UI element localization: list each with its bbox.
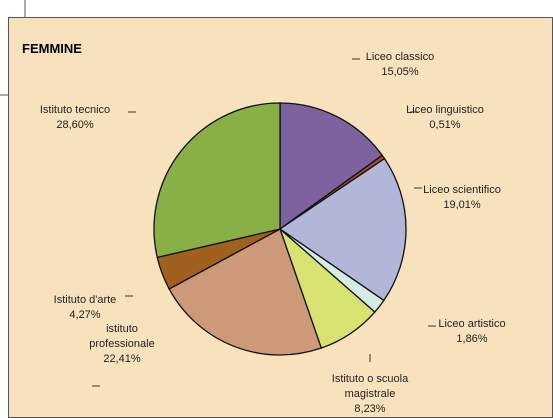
value-label: 4,27%	[69, 309, 101, 321]
slice-label: Liceo artistico 1,86%	[397, 317, 547, 347]
pie-slice	[278, 157, 407, 302]
category-label: Istituto o scuola magistrale	[331, 373, 409, 400]
pie	[153, 102, 407, 356]
leaders	[92, 58, 436, 387]
slice-label: Istituto o scuola magistrale 8,23%	[320, 372, 420, 417]
category-label: Liceo linguistico	[406, 104, 484, 116]
category-label: istituto professionale	[89, 323, 155, 350]
value-label: 0,51%	[429, 119, 461, 131]
slice-label: istituto professionale 22,41%	[82, 322, 162, 367]
slice-label: Istituto d'arte 4,27%	[25, 293, 145, 323]
value-label: 19,01%	[443, 199, 481, 211]
value-label: 22,41%	[103, 353, 141, 365]
category-label: Liceo scientifico	[423, 184, 501, 196]
pie-slice	[279, 102, 384, 231]
category-label: Liceo artistico	[438, 318, 506, 330]
slice-label: Liceo linguistico 0,51%	[370, 103, 520, 133]
value-label: 1,86%	[456, 333, 488, 345]
pie-slice	[168, 228, 323, 356]
value-label: 28,60%	[56, 119, 94, 131]
pie-slice	[153, 102, 281, 259]
category-label: Liceo classico	[365, 51, 435, 63]
slice-label: Istituto tecnico 28,60%	[0, 103, 150, 133]
category-label: Istituto d'arte	[53, 294, 117, 306]
slice-label: Liceo classico 15,05%	[325, 50, 475, 80]
category-label: Istituto tecnico	[39, 104, 111, 116]
value-label: 15,05%	[381, 66, 419, 78]
value-label: 8,23%	[354, 403, 386, 415]
chart-title: FEMMINE	[22, 41, 82, 56]
slice-label: Liceo scientifico 19,01%	[387, 183, 537, 213]
